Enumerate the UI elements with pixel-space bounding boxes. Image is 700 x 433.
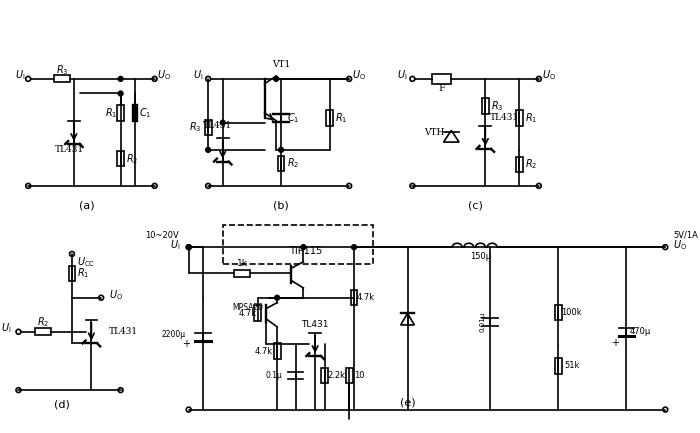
Circle shape — [206, 148, 211, 152]
Text: $R_3$: $R_3$ — [491, 99, 503, 113]
Text: $U_{\rm I}$: $U_{\rm I}$ — [1, 321, 12, 335]
Text: $R_1$: $R_1$ — [78, 266, 90, 280]
Bar — [278, 156, 284, 171]
Text: 10~20V: 10~20V — [145, 231, 179, 240]
Text: +: + — [182, 339, 190, 349]
Text: $C_1$: $C_1$ — [139, 106, 151, 120]
Circle shape — [274, 77, 279, 81]
Text: 51k: 51k — [564, 361, 580, 370]
Text: $R_2$: $R_2$ — [286, 157, 299, 171]
Bar — [321, 368, 328, 383]
Text: (c): (c) — [468, 200, 483, 210]
Text: $U_{\rm I}$: $U_{\rm I}$ — [171, 238, 181, 252]
Bar — [482, 98, 489, 114]
Text: $R_3$: $R_3$ — [56, 63, 69, 77]
Bar — [432, 74, 452, 84]
Text: TL431: TL431 — [109, 327, 138, 336]
Bar — [117, 151, 124, 166]
Text: $U_{\rm O}$: $U_{\rm O}$ — [673, 238, 687, 252]
Text: $R_1$: $R_1$ — [105, 106, 117, 120]
Text: $R_2$: $R_2$ — [36, 315, 49, 329]
Text: 4.7k: 4.7k — [356, 293, 374, 302]
Text: TL431: TL431 — [203, 121, 232, 130]
Bar — [351, 290, 358, 306]
Text: 0.01µ: 0.01µ — [480, 312, 485, 332]
Text: 2.2k: 2.2k — [328, 371, 346, 380]
Circle shape — [118, 91, 123, 96]
Bar — [516, 157, 523, 172]
Bar — [234, 270, 250, 277]
Text: (d): (d) — [55, 400, 70, 410]
Text: 10: 10 — [354, 371, 364, 380]
Text: $U_{\rm O}$: $U_{\rm O}$ — [542, 68, 556, 82]
Text: 4.7k: 4.7k — [239, 309, 257, 318]
Circle shape — [118, 77, 123, 81]
Text: $R_1$: $R_1$ — [335, 111, 348, 125]
Text: $U_{\rm O}$: $U_{\rm O}$ — [352, 68, 366, 82]
Text: 2200µ: 2200µ — [162, 330, 186, 339]
Text: (e): (e) — [400, 398, 415, 408]
Circle shape — [220, 120, 225, 125]
Text: $U_{\rm I}$: $U_{\rm I}$ — [398, 68, 408, 82]
Text: $U_{\rm CC}$: $U_{\rm CC}$ — [77, 255, 95, 268]
Text: (b): (b) — [273, 200, 289, 210]
Text: $C_1$: $C_1$ — [286, 111, 299, 125]
Circle shape — [275, 295, 279, 300]
Text: (a): (a) — [78, 200, 95, 210]
Text: TL431: TL431 — [490, 113, 519, 122]
Text: $R_1$: $R_1$ — [525, 111, 537, 125]
Text: $U_{\rm O}$: $U_{\rm O}$ — [109, 288, 123, 302]
Bar — [346, 368, 353, 383]
Circle shape — [301, 245, 306, 249]
Bar — [204, 120, 211, 135]
Text: TIP115: TIP115 — [289, 246, 322, 256]
Bar — [55, 75, 70, 82]
Text: 0.1µ: 0.1µ — [265, 371, 282, 380]
Bar — [326, 110, 333, 126]
Bar — [69, 265, 76, 281]
Text: 100k: 100k — [561, 308, 582, 317]
Bar — [35, 328, 50, 335]
Bar — [254, 306, 261, 321]
Bar — [274, 343, 281, 359]
Text: MPSA20: MPSA20 — [232, 303, 264, 312]
Text: $R_3$: $R_3$ — [189, 121, 202, 134]
Bar — [117, 105, 124, 121]
Circle shape — [279, 148, 284, 152]
Circle shape — [186, 245, 191, 249]
Text: $U_{\rm I}$: $U_{\rm I}$ — [193, 68, 204, 82]
Text: 470µ: 470µ — [629, 327, 650, 336]
Text: VT1: VT1 — [272, 60, 290, 69]
Text: 1k: 1k — [237, 259, 248, 268]
Text: TL431: TL431 — [302, 320, 329, 330]
Text: +: + — [610, 339, 619, 349]
Text: 150µ: 150µ — [470, 252, 491, 262]
Text: VTH: VTH — [424, 128, 444, 137]
Bar — [555, 304, 561, 320]
Bar — [555, 358, 561, 374]
Bar — [516, 110, 523, 126]
Text: F: F — [438, 84, 445, 93]
Circle shape — [351, 245, 356, 249]
Text: $R_2$: $R_2$ — [126, 152, 139, 165]
Bar — [223, 225, 374, 264]
Text: $R_2$: $R_2$ — [525, 158, 537, 171]
Text: 5V/1A: 5V/1A — [673, 231, 698, 240]
Text: TL431: TL431 — [55, 145, 83, 155]
Text: 4.7k: 4.7k — [255, 347, 272, 356]
Text: $U_{\rm I}$: $U_{\rm I}$ — [15, 68, 26, 82]
Text: $U_{\rm O}$: $U_{\rm O}$ — [158, 68, 172, 82]
